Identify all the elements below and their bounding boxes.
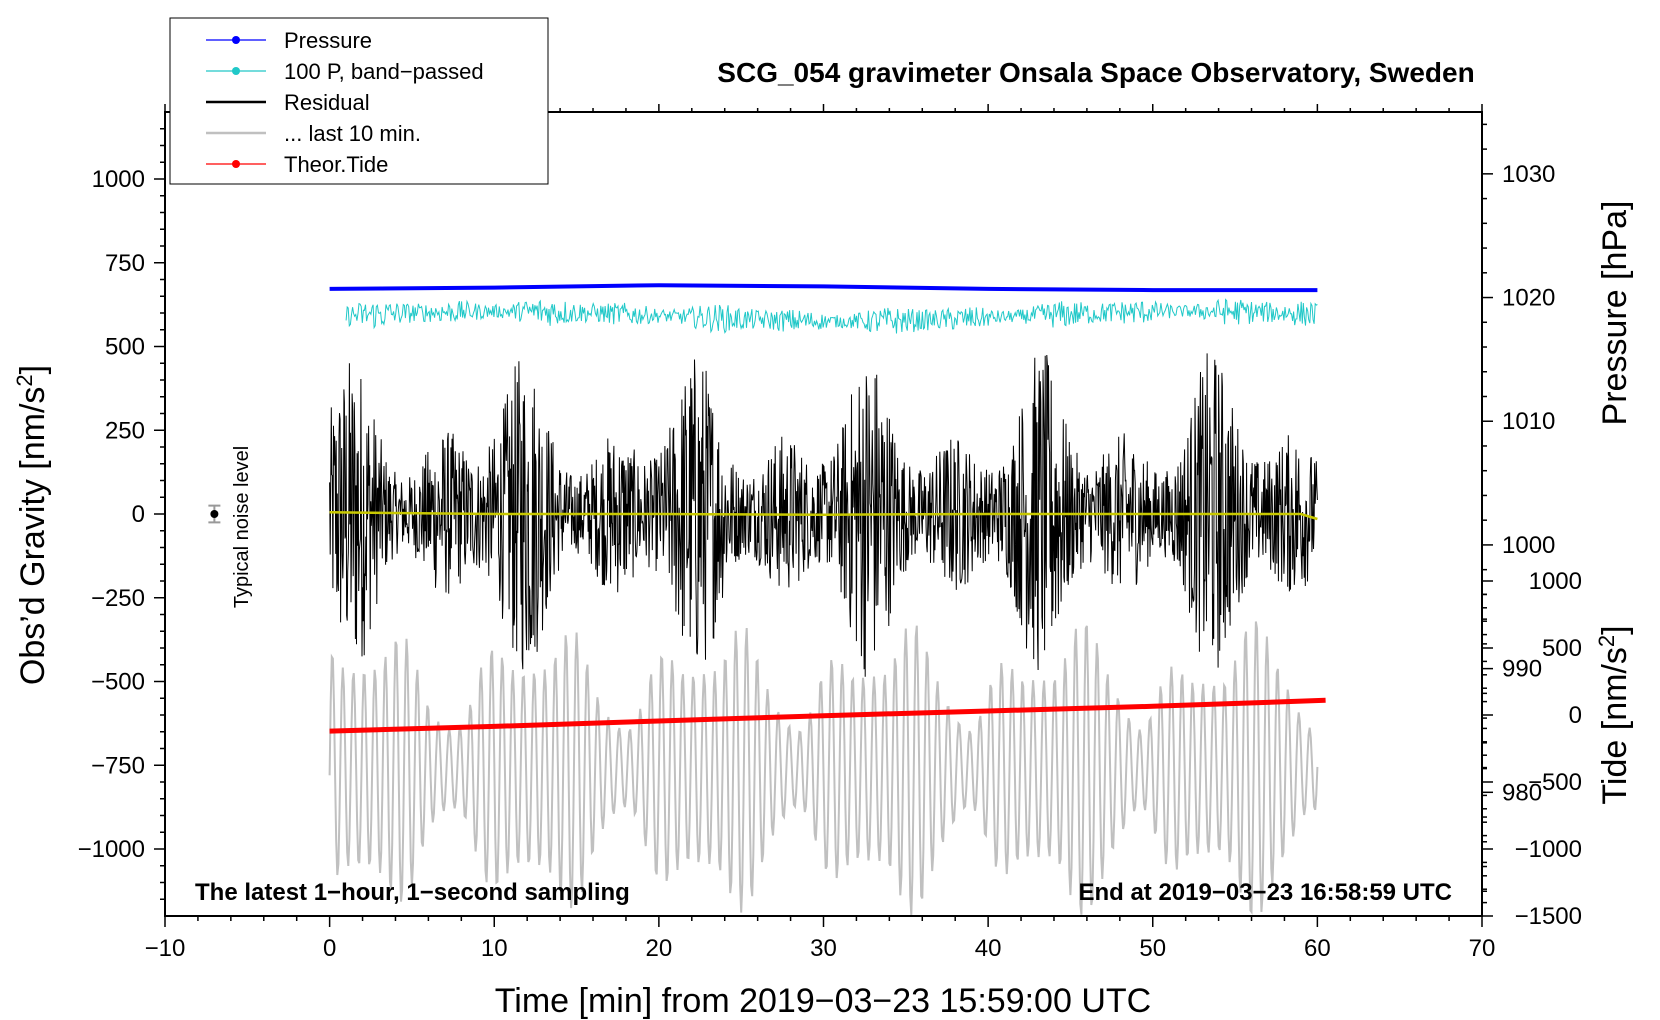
series-last-10-min xyxy=(328,621,1319,915)
y-tick-label-left: 0 xyxy=(132,501,145,528)
note-sampling: The latest 1−hour, 1−second sampling xyxy=(195,879,630,906)
y-tick-label-tide: 1000 xyxy=(1529,568,1582,595)
series-residual xyxy=(329,353,1318,677)
y-axis-title-tide: Tide [nm/s2] xyxy=(1594,625,1634,804)
y-tick-label-left: −750 xyxy=(91,752,145,779)
y-tick-label-tide: 0 xyxy=(1569,702,1582,729)
y-axis-title-left: Obs’d Gravity [nm/s2] xyxy=(12,365,52,685)
legend: Pressure 100 P, band−passed Residual ... la… xyxy=(169,17,549,185)
y-tick-label-left: 250 xyxy=(105,417,145,444)
noise-point xyxy=(210,510,219,518)
legend-marker xyxy=(232,67,240,75)
legend-label: Residual xyxy=(284,90,370,115)
series-band-passed xyxy=(345,298,1318,334)
note-end-time: End at 2019−03−23 16:58:59 UTC xyxy=(1078,879,1452,906)
y-tick-label-left: −1000 xyxy=(78,836,145,863)
x-tick-label: 0 xyxy=(323,935,336,962)
y-tick-label-left: −500 xyxy=(91,669,145,696)
y-tick-label-left: 500 xyxy=(105,334,145,361)
x-tick-label: 30 xyxy=(810,935,837,962)
y-axis-title-pressure: Pressure [hPa] xyxy=(1596,201,1634,426)
y-tick-label-pressure: 1000 xyxy=(1502,532,1555,559)
x-tick-label: −10 xyxy=(145,935,186,962)
y-tick-label-left: 1000 xyxy=(92,166,145,193)
legend-label: Theor.Tide xyxy=(284,152,388,177)
y-tick-label-pressure: 1030 xyxy=(1502,161,1555,188)
x-tick-label: 60 xyxy=(1304,935,1331,962)
y-tick-label-tide: 500 xyxy=(1542,635,1582,662)
y-tick-label-pressure: 1020 xyxy=(1502,285,1555,312)
noise-label: Typical noise level xyxy=(231,446,253,608)
y-tick-label-tide: −500 xyxy=(1528,769,1582,796)
series-theor-tide xyxy=(329,697,1326,734)
y-tick-label-pressure: 990 xyxy=(1502,656,1542,683)
legend-label: Pressure xyxy=(284,28,372,53)
x-tick-label: 70 xyxy=(1469,935,1496,962)
legend-label: 100 P, band−passed xyxy=(284,59,484,84)
plot-series xyxy=(328,283,1326,915)
noise-marker xyxy=(208,504,221,524)
x-tick-label: 40 xyxy=(975,935,1002,962)
x-tick-label: 20 xyxy=(646,935,673,962)
series-pressure xyxy=(329,283,1318,293)
y-tick-label-pressure: 1010 xyxy=(1502,408,1555,435)
y-tick-label-pressure: 980 xyxy=(1502,779,1542,806)
legend-label: ... last 10 min. xyxy=(284,121,421,146)
axis-ticks: −10 0 10 20 30 40 50 60 7010007505002500−250−500… xyxy=(78,104,1582,962)
series-residual-smoothed xyxy=(329,511,1318,521)
y-tick-label-tide: −1500 xyxy=(1515,903,1582,930)
chart-title: SCG_054 gravimeter Onsala Space Observat… xyxy=(717,57,1474,88)
x-axis-title: Time [min] from 2019−03−23 15:59:00 UTC xyxy=(495,982,1151,1020)
x-tick-label: 50 xyxy=(1139,935,1166,962)
legend-marker xyxy=(232,36,240,44)
x-tick-label: 10 xyxy=(481,935,508,962)
y-tick-label-left: 750 xyxy=(105,250,145,277)
y-tick-label-tide: −1000 xyxy=(1515,836,1582,863)
legend-marker xyxy=(232,160,240,168)
y-tick-label-left: −250 xyxy=(91,585,145,612)
